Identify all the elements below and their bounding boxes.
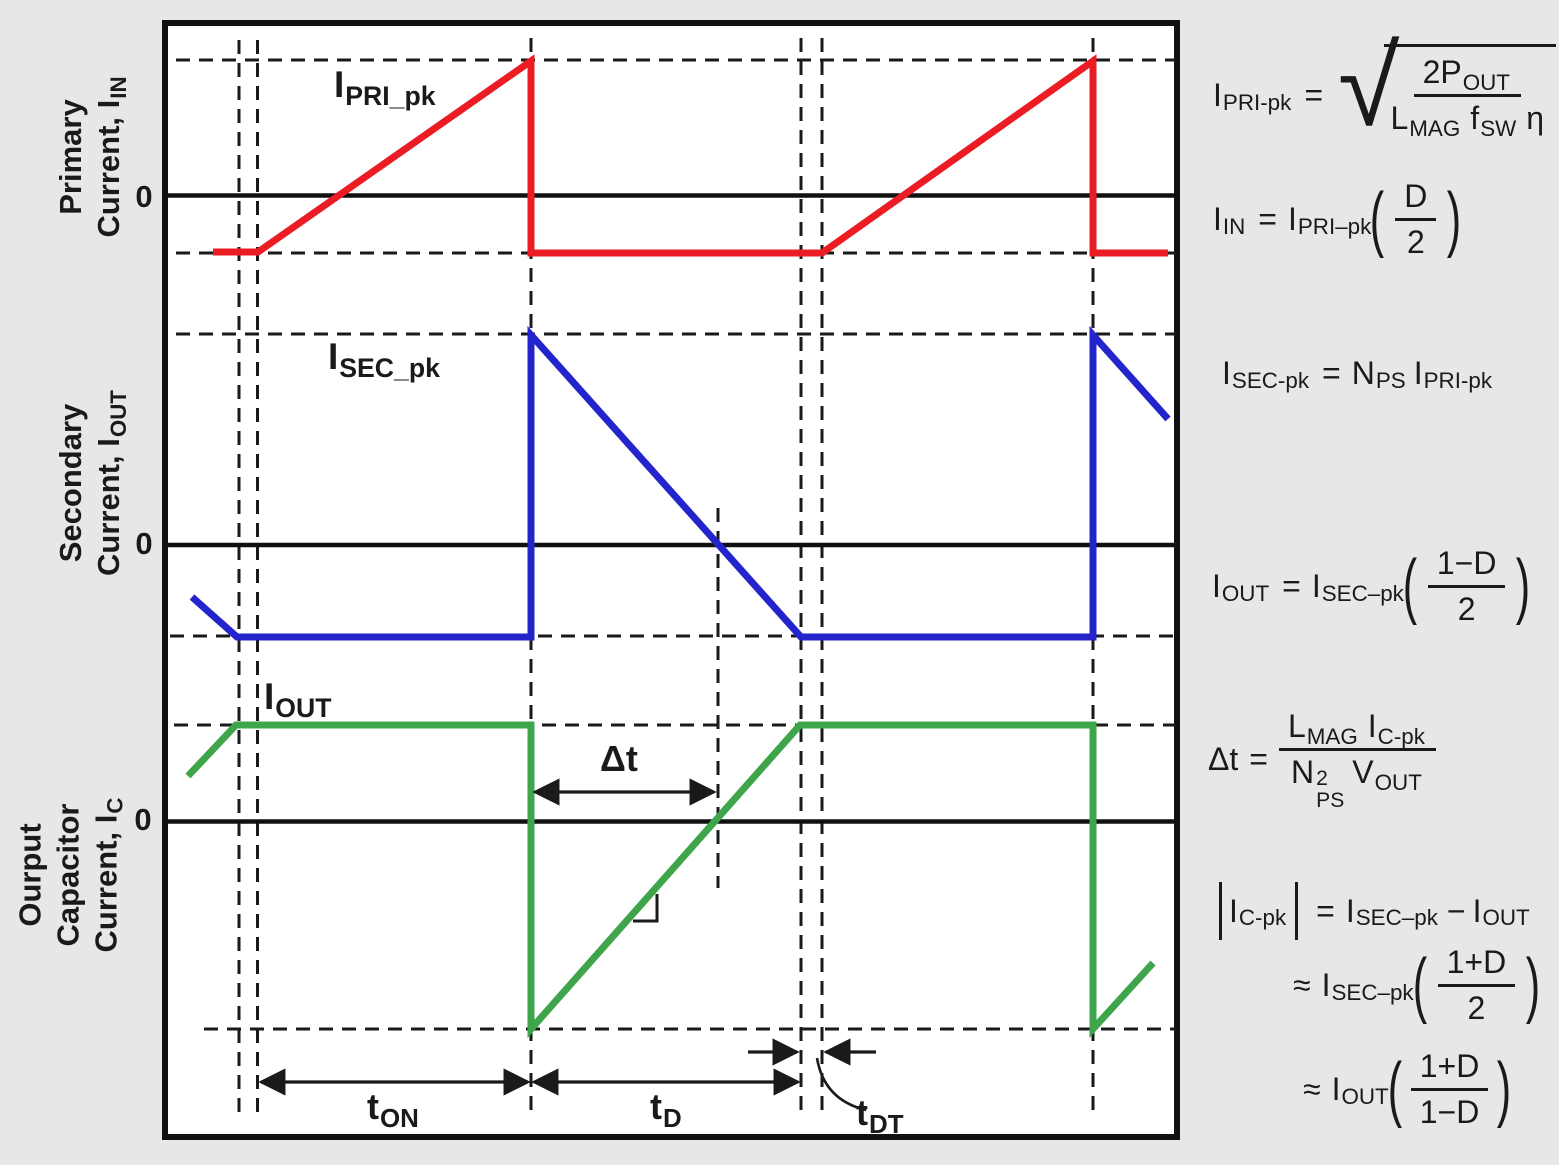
formula-delta-t: Δt = L MAG I C-pk N 2 PS V OUT	[1208, 708, 1436, 813]
axis-label-primary-current: Primary Current, IIN	[53, 76, 131, 238]
radical-sign: √	[1338, 24, 1400, 149]
zero-label-capacitor: 0	[134, 802, 152, 837]
zero-label-secondary: 0	[135, 526, 153, 561]
formula-iin: I IN = I PRI–pk ( D 2 )	[1213, 178, 1462, 261]
label-t-on: tON	[367, 1086, 419, 1133]
fraction: L MAG I C-pk N 2 PS V OUT	[1278, 708, 1436, 813]
label-delta-t: Δt	[600, 738, 638, 779]
zero-label-primary: 0	[135, 179, 153, 214]
open-paren: (	[1387, 1048, 1402, 1129]
open-paren: (	[1370, 178, 1385, 259]
fraction: 2P OUT L MAG f SW η	[1390, 54, 1545, 142]
slope-angle-marker	[633, 894, 659, 923]
secondary-current-waveform	[189, 325, 1171, 641]
formula-isec-pk: I SEC-pk = N PS I PRI-pk	[1222, 355, 1493, 393]
formula-iout: I OUT = I SEC–pk ( 1−D 2 )	[1212, 545, 1531, 628]
abs-bar	[1219, 882, 1222, 940]
close-paren: )	[1516, 545, 1531, 626]
close-paren: )	[1525, 944, 1541, 1025]
label-t-dt: tDT	[856, 1092, 904, 1139]
close-paren: )	[1497, 1048, 1512, 1129]
super-sub-stack: 2 PS	[1316, 767, 1345, 813]
formula-ic-pk-approx-1: ≈ I SEC–pk ( 1+D 2 )	[1293, 944, 1541, 1027]
formula-ipri-pk: I PRI-pk = √ 2P OUT L MAG f SW η	[1213, 30, 1557, 147]
close-paren: )	[1447, 178, 1462, 259]
capacitor-current-waveform	[185, 721, 1156, 1039]
fraction: D 2	[1395, 178, 1437, 261]
formula-ic-pk: I C-pk = I SEC–pk − I OUT	[1212, 882, 1532, 940]
axis-label-output-capacitor-current: Ourput Capacitor Current, IC	[12, 797, 128, 953]
label-ipri-pk: IPRI_pk	[334, 64, 436, 111]
t-dt-leader-curve	[815, 1057, 867, 1112]
plot-frame	[162, 20, 1180, 1140]
open-paren: (	[1412, 944, 1427, 1025]
open-paren: (	[1402, 545, 1418, 626]
fraction: 1+D 1−D	[1410, 1048, 1489, 1131]
abs-bar	[1295, 882, 1299, 940]
label-t-d: tD	[650, 1086, 682, 1133]
label-iout: IOUT	[264, 676, 332, 723]
axis-label-secondary-current: Secondary Current, IOUT	[53, 390, 131, 576]
fraction: 1+D 2	[1437, 944, 1516, 1027]
primary-current-waveform	[213, 54, 1168, 257]
formula-ic-pk-approx-2: ≈ I OUT ( 1+D 1−D )	[1303, 1048, 1512, 1131]
timing-arrows	[258, 778, 876, 1112]
radical: √ 2P OUT L MAG f SW η	[1338, 30, 1557, 147]
label-isec-pk: ISEC_pk	[328, 336, 440, 383]
fraction: 1−D 2	[1427, 545, 1506, 628]
